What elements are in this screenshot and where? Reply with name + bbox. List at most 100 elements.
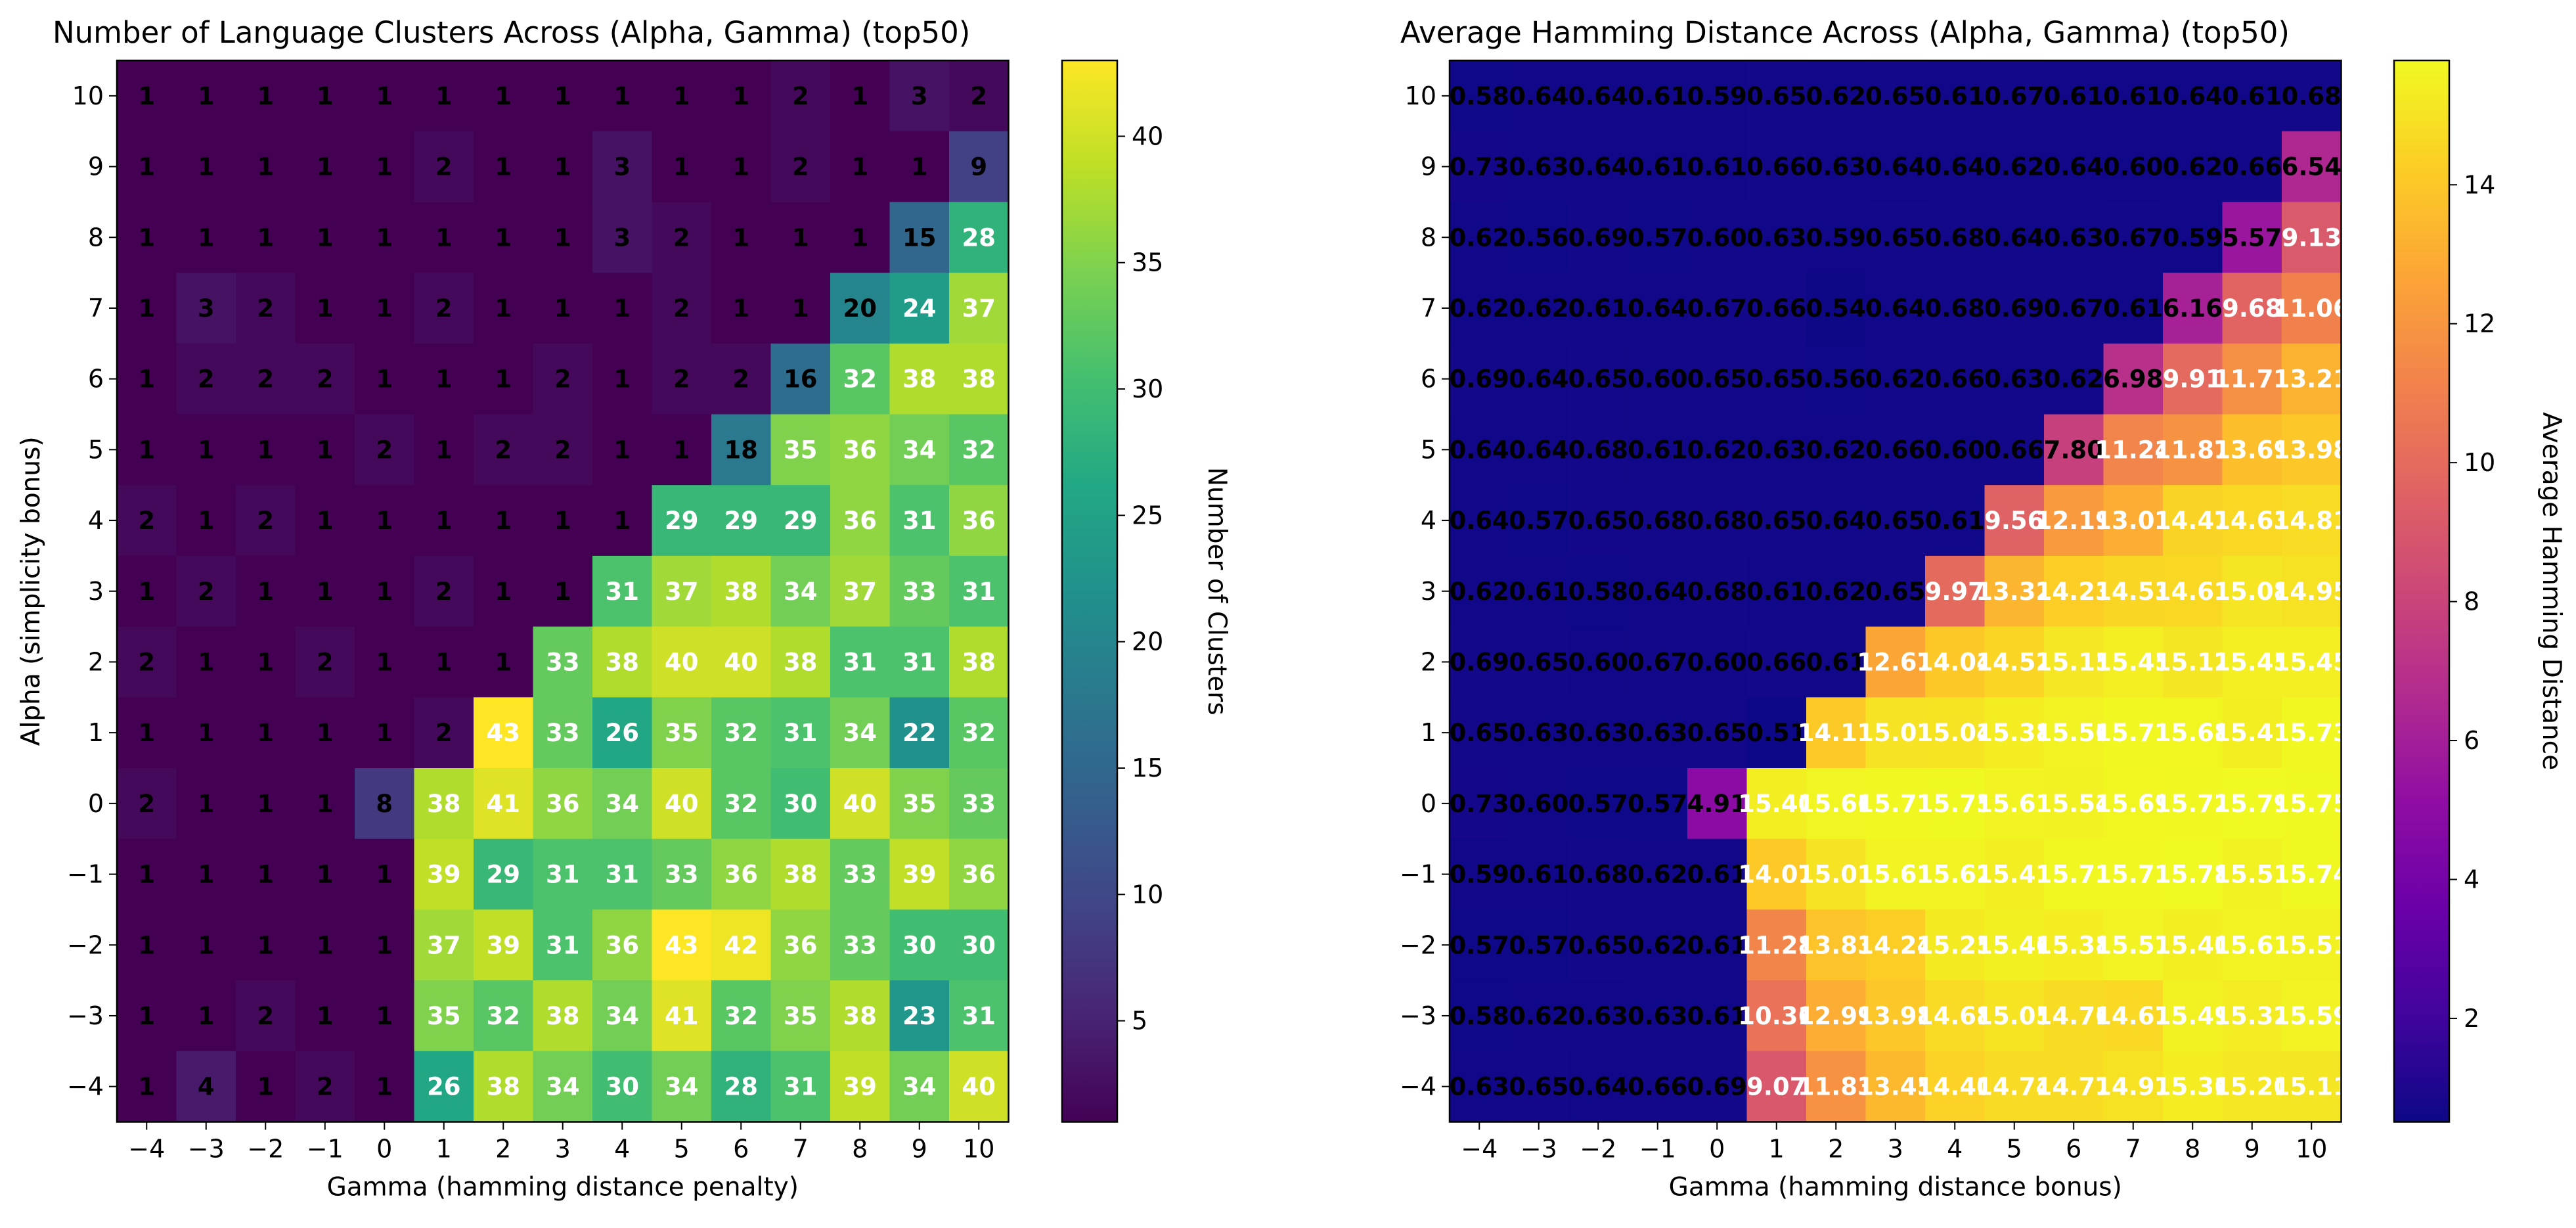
cell-value-label: 1: [851, 223, 868, 252]
heatmap-cell: [1984, 838, 2045, 910]
x-tick-label: −3: [188, 1135, 225, 1164]
heatmap-cell: [949, 626, 1010, 698]
cell-value-label: 15.40: [1738, 790, 1815, 818]
heatmap-cell: [2163, 131, 2223, 202]
cell-value-label: 36: [843, 436, 877, 464]
heatmap-cell: [1925, 909, 1986, 981]
heatmap-cell: [1568, 202, 1629, 273]
heatmap-cell: [592, 60, 653, 132]
cell-value-label: 40: [724, 648, 759, 676]
heatmap-cell: [1925, 60, 1986, 132]
heatmap-cell: [1450, 485, 1510, 557]
cell-value-label: 0.59: [1806, 223, 1866, 252]
cell-value-label: 0.58: [1450, 1002, 1509, 1030]
heatmap-cell: [117, 555, 177, 627]
cell-value-label: 14.04: [1917, 648, 1993, 676]
x-tick-label: 7: [2125, 1135, 2141, 1164]
cell-value-label: 5.57: [2222, 223, 2282, 252]
heatmap-cell: [1568, 60, 1629, 132]
cell-value-label: 1: [198, 861, 215, 889]
heatmap-cell: [1568, 909, 1629, 981]
cell-value-label: 0.64: [1984, 223, 2044, 252]
heatmap-cell: [1450, 626, 1510, 698]
y-tick-label: 4: [88, 506, 104, 535]
y-tick-label: −1: [67, 860, 104, 889]
heatmap-cell: [2103, 485, 2164, 557]
cell-value-label: 15.45: [2273, 648, 2350, 676]
cell-value-label: 31: [902, 648, 937, 676]
heatmap-cell: [1865, 485, 1926, 557]
cell-value-label: 14.63: [2213, 507, 2290, 535]
cell-value-label: 0.61: [1925, 82, 1985, 110]
heatmap-cell: [1746, 202, 1807, 273]
heatmap-cell: [652, 1051, 712, 1123]
x-tick-label: 5: [2007, 1135, 2022, 1164]
heatmap-cell: [1746, 414, 1807, 486]
heatmap-cell: [652, 60, 712, 132]
heatmap-cell: [830, 485, 891, 557]
cell-value-label: 1: [138, 82, 155, 110]
y-tick-label: 0: [1421, 789, 1436, 818]
y-tick-label: 2: [88, 647, 104, 676]
heatmap-cell: [1925, 768, 1986, 840]
cell-value-label: 0.61: [2103, 294, 2163, 323]
cell-value-label: 31: [606, 861, 640, 889]
cell-value-label: 15.51: [2273, 931, 2350, 959]
cell-value-label: 1: [673, 82, 690, 110]
cell-value-label: 33: [665, 861, 699, 889]
heatmap-cell: [117, 1051, 177, 1123]
cell-value-label: 2: [792, 82, 809, 110]
cell-value-label: 13.01: [2095, 507, 2171, 535]
cell-value-label: 36: [724, 861, 759, 889]
cell-value-label: 0.57: [1628, 223, 1687, 252]
cell-value-label: 0.64: [1628, 294, 1687, 323]
heatmap-cell: [711, 555, 772, 627]
heatmap-cell: [1628, 485, 1688, 557]
cell-value-label: 0.64: [1450, 436, 1509, 464]
heatmap-cell: [1509, 202, 1569, 273]
cell-value-label: 29: [784, 507, 818, 535]
cell-value-label: 22: [902, 719, 937, 747]
cell-value-label: 15: [902, 223, 937, 252]
y-tick-label: 4: [1421, 506, 1436, 535]
cell-value-label: 0.51: [1746, 719, 1806, 747]
cell-value-label: 15.56: [2035, 719, 2112, 747]
hamming-heatmap-panel: 0.58 0.64 0.64 0.61 0.59 0.65 0.62 0.65 0.61 0.67…: [16, 15, 2566, 1202]
cell-value-label: 30: [962, 931, 996, 959]
cell-value-label: 0.64: [1509, 436, 1568, 464]
heatmap-cell: [949, 273, 1010, 344]
heatmap-cell: [2163, 838, 2223, 910]
heatmap-cell: [1450, 60, 1510, 132]
heatmap-cell: [1806, 485, 1867, 557]
heatmap-cell: [117, 697, 177, 769]
cell-value-label: 1: [435, 365, 453, 394]
heatmap-cell: [2103, 768, 2164, 840]
x-tick-label: 8: [2185, 1135, 2200, 1164]
cell-value-label: 0.65: [1865, 223, 1925, 252]
cell-value-label: 0.66: [2222, 153, 2282, 181]
heatmap-cell: [1865, 131, 1926, 202]
cell-value-label: 0.64: [1568, 153, 1628, 181]
cell-value-label: 1: [495, 223, 512, 252]
cell-value-label: 1: [138, 153, 155, 181]
cell-value-label: 0.63: [1746, 436, 1806, 464]
cell-value-label: 14.61: [2154, 578, 2231, 606]
cell-value-label: 0.66: [1984, 436, 2044, 464]
colorbar-tick-label: 10: [1132, 880, 1163, 909]
cell-value-label: 36: [784, 931, 818, 959]
y-tick-label: 3: [1421, 577, 1436, 606]
heatmap-cell: [2103, 980, 2164, 1052]
x-tick-label: 6: [733, 1135, 749, 1164]
heatmap-cell: [2163, 414, 2223, 486]
cell-value-label: 0.62: [1450, 578, 1509, 606]
heatmap-cell: [1806, 838, 1867, 910]
cell-value-label: 0.61: [1568, 294, 1628, 323]
heatmap-cell: [236, 909, 296, 981]
heatmap-cell: [117, 202, 177, 273]
cell-value-label: 0.61: [1509, 578, 1568, 606]
heatmap-cell: [1746, 626, 1807, 698]
cell-value-label: 1: [613, 365, 631, 394]
cell-value-label: 0.68: [1925, 223, 1985, 252]
cell-value-label: 0.61: [1925, 507, 1985, 535]
cell-value-label: 2: [792, 153, 809, 181]
